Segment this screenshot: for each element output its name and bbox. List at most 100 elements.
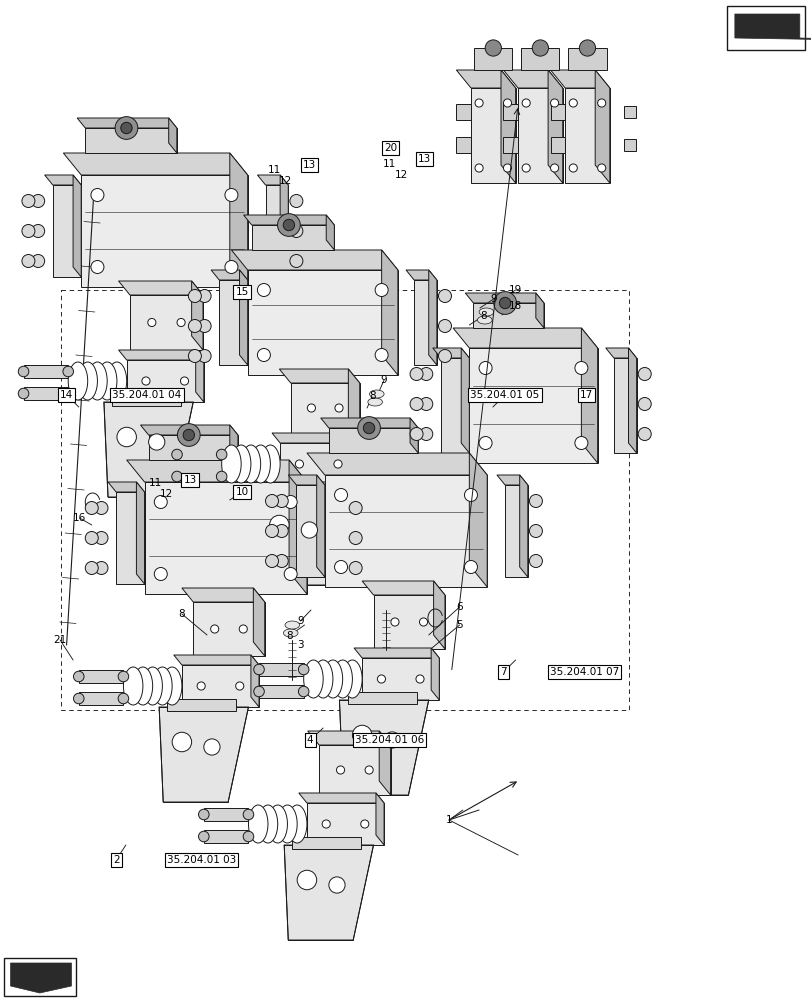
Circle shape [284,496,297,508]
Circle shape [257,284,270,296]
Polygon shape [148,435,238,460]
Polygon shape [140,425,238,435]
Circle shape [521,164,530,172]
Polygon shape [504,485,527,577]
Polygon shape [85,128,177,153]
Polygon shape [613,358,636,453]
Ellipse shape [32,254,45,267]
Bar [577,106,588,118]
Circle shape [307,404,315,412]
Text: 11: 11 [148,478,161,488]
Polygon shape [328,428,418,453]
Circle shape [177,318,185,327]
Polygon shape [320,418,418,428]
Ellipse shape [260,445,280,483]
Bar [550,137,564,153]
Polygon shape [428,270,436,365]
Ellipse shape [438,320,451,332]
Ellipse shape [143,667,162,705]
Polygon shape [288,475,324,485]
Circle shape [375,349,388,361]
Circle shape [142,377,150,385]
Text: 7: 7 [500,667,506,677]
Bar [530,106,541,118]
Ellipse shape [275,554,288,568]
Polygon shape [354,648,439,658]
Bar [624,139,635,151]
Bar [521,48,559,70]
Ellipse shape [419,428,432,440]
Ellipse shape [285,621,299,629]
Circle shape [574,437,587,449]
Circle shape [464,561,477,573]
Polygon shape [469,348,597,463]
Text: 18: 18 [508,301,521,311]
Ellipse shape [410,367,423,380]
Ellipse shape [188,350,201,362]
Bar [503,137,517,153]
Polygon shape [127,360,204,402]
Circle shape [91,261,104,273]
Polygon shape [118,350,204,360]
Ellipse shape [349,562,362,575]
Ellipse shape [265,524,278,538]
Polygon shape [375,793,384,845]
Polygon shape [307,453,487,475]
Circle shape [253,686,264,697]
Circle shape [216,449,226,460]
Bar [24,387,68,400]
Polygon shape [564,88,609,183]
Bar [568,48,606,70]
Text: 8: 8 [285,631,292,641]
Text: 17: 17 [579,390,592,400]
Circle shape [180,377,188,385]
Polygon shape [535,293,543,328]
Circle shape [493,292,516,314]
Ellipse shape [78,362,97,400]
Circle shape [18,388,29,399]
Text: 9: 9 [297,616,303,626]
Ellipse shape [438,290,451,302]
Circle shape [478,437,491,449]
Circle shape [91,189,104,201]
Text: 8: 8 [178,609,185,619]
Circle shape [503,99,511,107]
Ellipse shape [410,397,423,410]
Circle shape [474,99,483,107]
Circle shape [474,164,483,172]
Polygon shape [130,295,203,350]
Polygon shape [373,595,444,649]
Text: 3: 3 [297,640,303,650]
Polygon shape [410,418,418,453]
Bar [4,958,75,996]
Text: 11: 11 [383,159,396,169]
Ellipse shape [32,225,45,237]
Polygon shape [272,433,357,443]
Ellipse shape [22,254,35,267]
Text: 12: 12 [160,489,173,499]
Bar [79,670,123,683]
Text: 13: 13 [183,475,196,485]
Polygon shape [182,665,259,707]
Polygon shape [298,793,384,803]
Circle shape [298,664,308,675]
Circle shape [375,284,388,296]
Ellipse shape [349,502,362,514]
Circle shape [328,877,345,893]
Ellipse shape [333,660,352,698]
Polygon shape [279,369,359,383]
Ellipse shape [529,524,542,538]
Text: 5: 5 [456,620,462,630]
Circle shape [464,489,477,501]
Ellipse shape [22,194,35,208]
Circle shape [415,675,423,683]
Ellipse shape [107,362,127,400]
Circle shape [574,362,587,374]
Polygon shape [339,482,347,584]
Text: 2: 2 [113,855,119,865]
Circle shape [172,732,191,752]
Bar [259,685,303,698]
Circle shape [235,682,243,690]
Ellipse shape [241,445,260,483]
Ellipse shape [275,494,288,508]
